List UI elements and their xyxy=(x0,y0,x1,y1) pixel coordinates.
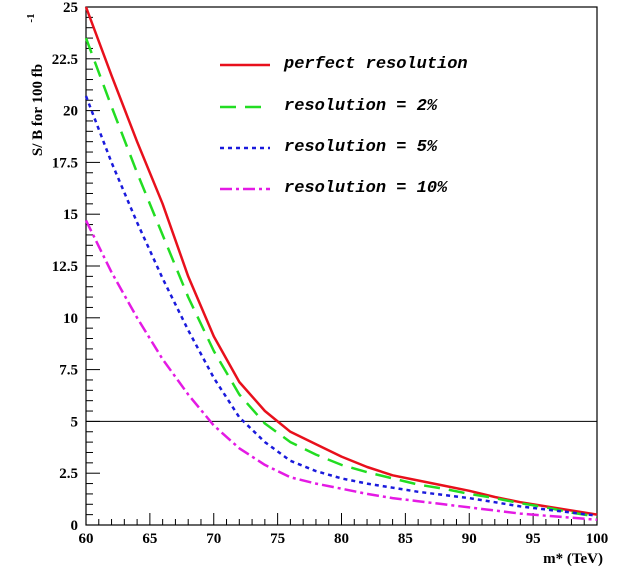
series-line-2 xyxy=(84,37,598,518)
y-tick-label: 20 xyxy=(63,104,78,120)
x-axis-title: m* (TeV) xyxy=(543,551,603,567)
plot-frame xyxy=(85,6,598,526)
legend-label-2: resolution = 2% xyxy=(284,97,439,116)
y-tick-label: 17.5 xyxy=(52,155,78,171)
y-tick-label: 10 xyxy=(63,311,78,327)
y-tick-label: 15 xyxy=(63,207,78,223)
series-line-4 xyxy=(84,219,598,522)
x-tick-label: 85 xyxy=(398,531,413,547)
y-tick-label: 25 xyxy=(63,0,78,16)
series-curves xyxy=(84,6,598,522)
x-tick-label: 95 xyxy=(526,531,541,547)
y-axis-title: S/ B for 100 fb xyxy=(30,64,46,156)
legend-label-3: resolution = 5% xyxy=(284,138,439,157)
y-tick-label: 5 xyxy=(71,414,79,430)
y-axis-title-superscript: -1 xyxy=(25,13,37,22)
series-line-3 xyxy=(84,95,598,517)
y-tick-label: 0 xyxy=(71,518,79,534)
x-tick-label: 80 xyxy=(334,531,349,547)
legend-label-4: resolution = 10% xyxy=(284,179,449,198)
legend: perfect resolution resolution = 2% resolut… xyxy=(220,55,468,198)
series-line-1 xyxy=(84,6,598,516)
y-tick-label: 22.5 xyxy=(52,52,78,68)
y-tick-label: 7.5 xyxy=(59,363,78,379)
axis-ticks: 60 65 70 75 80 85 90 95 100 0 2.5 5 7.5 10 12.5 15 17.5 2… xyxy=(52,0,609,547)
x-tick-label: 100 xyxy=(586,531,609,547)
legend-label-1: perfect resolution xyxy=(283,55,468,74)
x-tick-label: 60 xyxy=(79,531,94,547)
y-tick-label: 12.5 xyxy=(52,259,78,275)
x-tick-label: 70 xyxy=(206,531,221,547)
x-tick-label: 75 xyxy=(270,531,285,547)
x-tick-label: 65 xyxy=(142,531,157,547)
y-tick-label: 2.5 xyxy=(59,466,78,482)
x-tick-label: 90 xyxy=(462,531,477,547)
